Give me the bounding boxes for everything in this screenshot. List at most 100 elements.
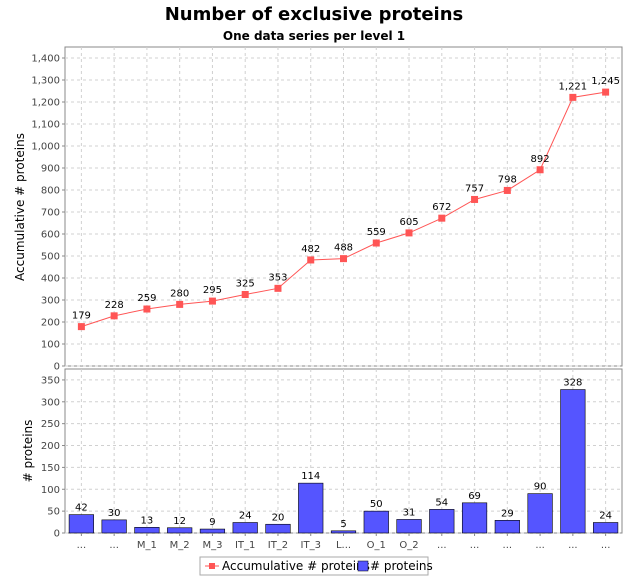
legend: Accumulative # proteins # proteins <box>199 556 433 576</box>
bar-data-label: 30 <box>108 508 121 519</box>
bar-data-label: 24 <box>599 511 612 522</box>
bar <box>232 522 258 534</box>
bar-data-label: 114 <box>301 471 320 482</box>
line-plot-y-tick-label: 0 <box>54 362 60 373</box>
line-point <box>307 256 315 264</box>
line-data-label: 482 <box>301 244 320 255</box>
bar <box>101 519 127 534</box>
line-point <box>536 166 544 174</box>
bar-data-label: 13 <box>141 515 154 526</box>
line-data-label: 559 <box>367 227 386 238</box>
bar <box>396 519 422 534</box>
line-plot-y-axis-label: Accumulative # proteins <box>13 133 27 281</box>
x-tick-label: ... <box>601 540 611 551</box>
bar-data-label: 24 <box>239 511 252 522</box>
x-tick-label: IT_3 <box>301 540 321 551</box>
bar-data-label: 69 <box>468 491 481 502</box>
bar-data-label: 90 <box>534 482 547 493</box>
line-plot-y-tick-label: 600 <box>41 230 60 241</box>
line-data-label: 1,245 <box>591 76 620 87</box>
line-plot-y-tick-label: 1,200 <box>31 98 60 109</box>
x-tick-label: ... <box>503 540 513 551</box>
line-plot-y-ticks: 0 100 200 300 400 500 600 700 800 900 1,000 1,100 1,… <box>31 54 65 373</box>
line-point <box>274 284 282 292</box>
line-plot-grid <box>65 47 622 367</box>
line-point <box>405 229 413 237</box>
line-data-label: 1,221 <box>559 81 588 92</box>
line-plot-y-tick-label: 1,100 <box>31 120 60 131</box>
line-data-label: 280 <box>170 288 189 299</box>
line-point <box>372 239 380 247</box>
line-point <box>503 186 511 194</box>
line-data-label: 259 <box>137 293 156 304</box>
legend-line-label: Accumulative # proteins <box>222 559 370 573</box>
bar-data-label: 31 <box>403 507 416 518</box>
line-point <box>241 291 249 298</box>
line-plot-y-tick-label: 200 <box>41 318 60 329</box>
bar-data-label: 42 <box>75 503 88 514</box>
line-plot-y-tick-label: 800 <box>41 186 60 197</box>
line-plot-y-tick-label: 900 <box>41 164 60 175</box>
x-tick-label: M_3 <box>202 540 222 551</box>
bar-data-labels: 42 30 13 12 9 24 20 114 5 50 31 54 69 29 90 328 24 <box>75 378 612 530</box>
line-data-label: 798 <box>498 174 517 185</box>
x-tick-label: ... <box>437 540 447 551</box>
bar <box>560 389 586 534</box>
x-tick-label: ... <box>568 540 578 551</box>
bar <box>134 527 160 534</box>
bar-data-label: 50 <box>370 499 383 510</box>
bar-data-label: 20 <box>272 512 285 523</box>
bar <box>494 520 520 534</box>
x-tick-label: M_2 <box>170 540 190 551</box>
bar-data-label: 9 <box>209 517 215 528</box>
bar <box>167 527 193 534</box>
chart-subtitle: One data series per level 1 <box>223 29 405 43</box>
bar-data-label: 328 <box>563 378 582 389</box>
line-point <box>602 88 610 96</box>
bar-plot-y-axis-label: # proteins <box>21 420 35 483</box>
line-point <box>176 300 184 308</box>
x-tick-label: ... <box>109 540 119 551</box>
x-tick-label: IT_2 <box>268 540 288 551</box>
bar-plot-y-tick-label: 150 <box>41 463 60 474</box>
legend-line-marker <box>209 563 215 569</box>
bar <box>429 509 455 534</box>
bar <box>298 482 324 534</box>
line-data-label: 892 <box>531 154 550 165</box>
line-data-label: 488 <box>334 243 353 254</box>
x-tick-label: O_2 <box>399 540 418 551</box>
bar-plot-y-tick-label: 350 <box>41 375 60 386</box>
bar <box>363 510 389 534</box>
x-tick-label: O_1 <box>367 540 386 551</box>
bar <box>68 514 94 534</box>
line-plot-y-tick-label: 500 <box>41 252 60 263</box>
x-tick-label: M_1 <box>137 540 157 551</box>
bar-plot-y-tick-label: 50 <box>47 507 60 518</box>
line-plot-y-tick-label: 100 <box>41 340 60 351</box>
line-point <box>471 195 479 203</box>
line-plot-y-tick-label: 1,300 <box>31 76 60 87</box>
line-data-label: 295 <box>203 285 222 296</box>
bar <box>330 530 357 534</box>
bar-series <box>68 389 619 534</box>
line-point <box>77 323 85 331</box>
bar-data-label: 12 <box>173 516 186 527</box>
bar-data-label: 54 <box>435 497 448 508</box>
line-plot-y-tick-label: 1,000 <box>31 142 60 153</box>
line-point <box>143 305 151 313</box>
line-data-label: 757 <box>465 183 484 194</box>
line-data-label: 605 <box>399 217 418 228</box>
line-data-label: 228 <box>105 300 124 311</box>
bar <box>461 502 488 534</box>
x-tick-label: ... <box>77 540 87 551</box>
bar <box>527 493 553 534</box>
x-tick-label: L... <box>336 540 351 551</box>
bar-data-label: 29 <box>501 508 514 519</box>
line-data-label: 179 <box>72 311 91 322</box>
x-tick-label: ... <box>535 540 545 551</box>
x-tick-label: ... <box>470 540 480 551</box>
legend-bar-label: # proteins <box>370 559 433 573</box>
line-plot-y-tick-label: 300 <box>41 296 60 307</box>
